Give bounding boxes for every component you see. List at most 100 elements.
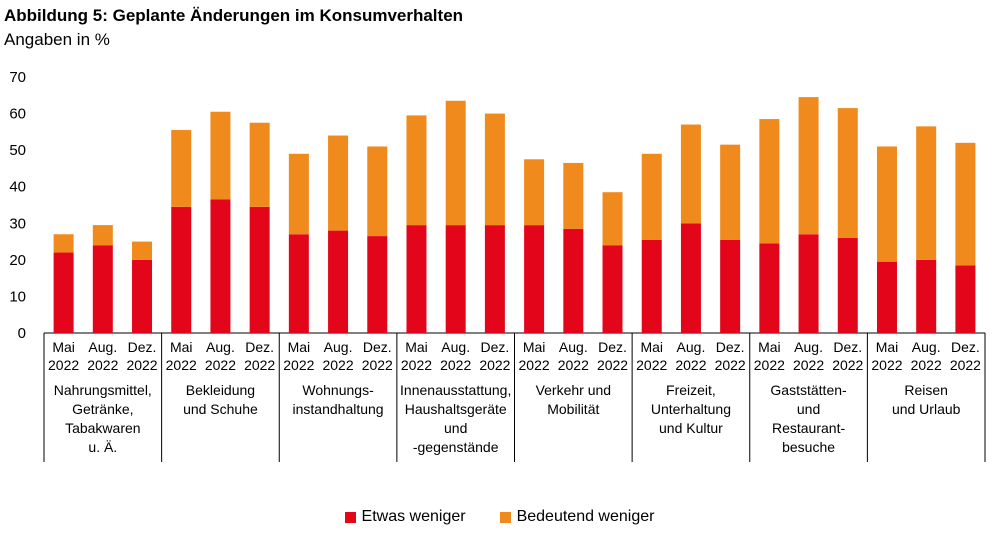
x-category-label: Freizeit, (666, 382, 716, 398)
bar-etwas-weniger (445, 225, 466, 333)
x-tick-label-period: Aug. (912, 339, 941, 355)
x-tick-label-year: 2022 (715, 357, 746, 373)
x-tick-label-year: 2022 (322, 357, 353, 373)
bar-etwas-weniger (563, 228, 584, 333)
bar-bedeutend-weniger (837, 108, 858, 238)
x-tick-label-period: Dez. (363, 339, 392, 355)
chart-subtitle: Angaben in % (4, 30, 110, 49)
stacked-bar-chart: 0 10 20 30 40 50 60 70 Mai 2022 Aug. 2022 Dez. 2022 Na… (9, 69, 986, 462)
bar-bedeutend-weniger (132, 241, 153, 260)
bar-etwas-weniger (955, 265, 976, 333)
x-category-label: Bekleidung (186, 382, 255, 398)
legend: Etwas weniger Bedeutend weniger (0, 508, 999, 526)
x-category-label: und (797, 401, 820, 417)
bar-etwas-weniger (524, 225, 545, 333)
bar-bedeutend-weniger (406, 115, 427, 226)
x-tick-label-period: Dez. (480, 339, 509, 355)
x-tick-label-year: 2022 (871, 357, 902, 373)
bar-bedeutend-weniger (641, 153, 662, 240)
bar-etwas-weniger (367, 236, 388, 333)
bar-etwas-weniger (798, 234, 819, 333)
bar-bedeutend-weniger (53, 234, 74, 253)
x-tick-label-year: 2022 (519, 357, 550, 373)
x-tick-label-year: 2022 (479, 357, 510, 373)
x-category-label: Verkehr und (536, 382, 612, 398)
x-tick-label-period: Dez. (951, 339, 980, 355)
bar-etwas-weniger (837, 237, 858, 333)
bar-etwas-weniger (680, 223, 701, 333)
bar-etwas-weniger (288, 234, 309, 333)
x-tick-label-year: 2022 (675, 357, 706, 373)
x-tick-label-period: Mai (170, 339, 193, 355)
x-category-label: u. Ä. (88, 439, 117, 455)
x-tick-label-year: 2022 (911, 357, 942, 373)
y-tick-label: 40 (9, 179, 26, 196)
x-tick-label-year: 2022 (401, 357, 432, 373)
x-tick-label-year: 2022 (597, 357, 628, 373)
x-category-label: und (444, 420, 467, 436)
bar-bedeutend-weniger (876, 146, 897, 262)
x-tick-label-period: Mai (52, 339, 75, 355)
x-tick-label-year: 2022 (283, 357, 314, 373)
bar-bedeutend-weniger (916, 126, 937, 260)
x-tick-label-period: Aug. (324, 339, 353, 355)
bar-etwas-weniger (641, 239, 662, 333)
bar-bedeutend-weniger (759, 119, 780, 244)
bar-etwas-weniger (406, 225, 427, 333)
x-tick-label-period: Mai (405, 339, 428, 355)
x-category-label: und Urlaub (892, 401, 961, 417)
chart-title: Abbildung 5: Geplante Änderungen im Kons… (4, 6, 464, 25)
x-tick-label-year: 2022 (832, 357, 863, 373)
x-tick-label-year: 2022 (166, 357, 197, 373)
x-category-label: Unterhaltung (651, 401, 731, 417)
x-tick-label-year: 2022 (205, 357, 236, 373)
bar-etwas-weniger (602, 245, 623, 333)
x-tick-label-period: Mai (288, 339, 311, 355)
x-category-label: Reisen (904, 382, 948, 398)
y-tick-label: 50 (9, 142, 26, 159)
y-tick-label: 20 (9, 252, 26, 269)
legend-label-bedeutend: Bedeutend weniger (516, 508, 655, 525)
x-tick-label-period: Mai (758, 339, 781, 355)
bar-etwas-weniger (876, 261, 897, 333)
bar-bedeutend-weniger (955, 142, 976, 266)
x-category-label: Getränke, (72, 401, 133, 417)
bar-bedeutend-weniger (563, 162, 584, 229)
bar-bedeutend-weniger (249, 122, 270, 207)
legend-label-etwas: Etwas weniger (361, 508, 466, 525)
x-category-label: instandhaltung (293, 401, 384, 417)
bar-etwas-weniger (53, 252, 74, 333)
x-tick-label-period: Aug. (206, 339, 235, 355)
x-category-label: und Kultur (659, 420, 723, 436)
bar-bedeutend-weniger (210, 111, 231, 200)
x-tick-label-period: Mai (876, 339, 899, 355)
x-category-label: Wohnungs- (302, 382, 374, 398)
x-category-label: und Schuhe (183, 401, 258, 417)
bar-bedeutend-weniger (288, 153, 309, 235)
x-tick-label-year: 2022 (87, 357, 118, 373)
bar-etwas-weniger (210, 199, 231, 333)
x-tick-label-period: Aug. (794, 339, 823, 355)
bar-etwas-weniger (171, 206, 192, 333)
bar-etwas-weniger (92, 245, 113, 333)
x-tick-label-period: Aug. (441, 339, 470, 355)
bar-bedeutend-weniger (680, 124, 701, 224)
x-category-label: besuche (782, 439, 835, 455)
x-tick-label-year: 2022 (126, 357, 157, 373)
bar-bedeutend-weniger (171, 130, 192, 207)
x-tick-label-period: Mai (640, 339, 663, 355)
x-tick-label-period: Mai (523, 339, 546, 355)
x-category-label: Haushaltsgeräte (405, 401, 507, 417)
x-tick-label-period: Aug. (677, 339, 706, 355)
bar-bedeutend-weniger (602, 192, 623, 246)
x-tick-label-year: 2022 (754, 357, 785, 373)
y-tick-label: 10 (9, 288, 26, 305)
bar-bedeutend-weniger (367, 146, 388, 237)
x-tick-label-year: 2022 (793, 357, 824, 373)
x-tick-label-year: 2022 (440, 357, 471, 373)
x-tick-label-year: 2022 (558, 357, 589, 373)
y-tick-label: 60 (9, 106, 26, 123)
x-tick-label-year: 2022 (636, 357, 667, 373)
x-category-label: Mobilität (547, 401, 599, 417)
x-tick-label-period: Dez. (716, 339, 745, 355)
